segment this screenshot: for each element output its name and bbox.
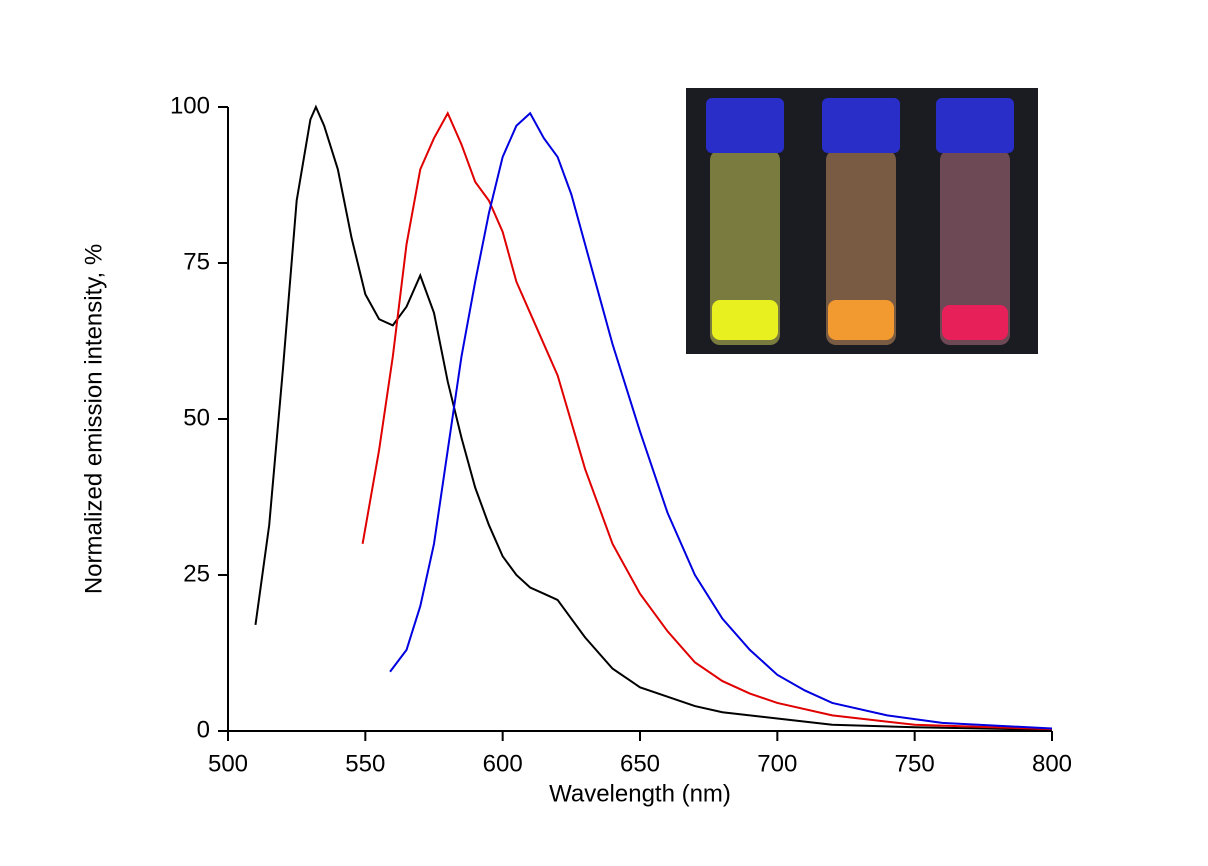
series-line bbox=[254, 104, 1053, 731]
vial-cap bbox=[822, 98, 900, 153]
x-tick-label: 750 bbox=[895, 750, 935, 777]
series-line bbox=[361, 110, 1053, 731]
x-tick-label: 550 bbox=[345, 750, 385, 777]
x-tick-label: 500 bbox=[208, 750, 248, 777]
vial bbox=[940, 150, 1010, 345]
series-line bbox=[389, 111, 1053, 730]
x-axis-label: Wavelength (nm) bbox=[549, 780, 731, 807]
vial bbox=[826, 150, 896, 345]
x-tick-label: 800 bbox=[1032, 750, 1072, 777]
vial-liquid bbox=[942, 305, 1008, 340]
x-tick-label: 600 bbox=[483, 750, 523, 777]
y-tick-label: 25 bbox=[183, 560, 210, 587]
x-tick-label: 650 bbox=[620, 750, 660, 777]
vial-liquid bbox=[828, 300, 894, 340]
y-tick-label: 75 bbox=[183, 248, 210, 275]
y-tick-label: 50 bbox=[183, 404, 210, 431]
vial bbox=[710, 150, 780, 345]
vial-liquid bbox=[712, 300, 778, 340]
inset-photo bbox=[686, 88, 1038, 354]
vial-cap bbox=[936, 98, 1014, 153]
y-tick-label: 100 bbox=[170, 92, 210, 119]
y-axis-label: Normalized emission intensity, % bbox=[80, 244, 107, 594]
y-tick-label: 0 bbox=[197, 716, 210, 743]
x-tick-label: 700 bbox=[757, 750, 797, 777]
vial-cap bbox=[706, 98, 784, 153]
